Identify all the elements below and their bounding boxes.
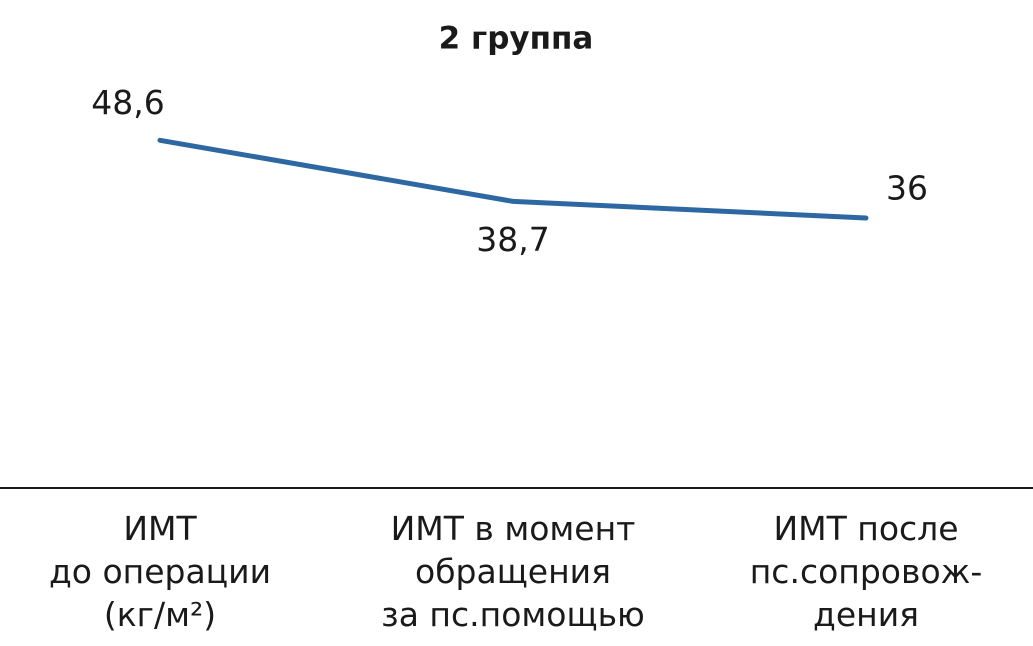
data-label: 38,7 (476, 220, 549, 259)
line-series (157, 137, 869, 221)
x-tick-label: ИМТ до операции (кг/м²) (49, 509, 271, 634)
x-tick-label: ИМТ после пс.сопровож-дения (750, 509, 983, 634)
chart-title: 2 группа (439, 21, 594, 57)
data-label: 48,6 (91, 83, 164, 122)
x-tick-label: ИМТ в момент обращения за пс.помощью (381, 509, 645, 634)
data-label: 36 (886, 169, 928, 208)
